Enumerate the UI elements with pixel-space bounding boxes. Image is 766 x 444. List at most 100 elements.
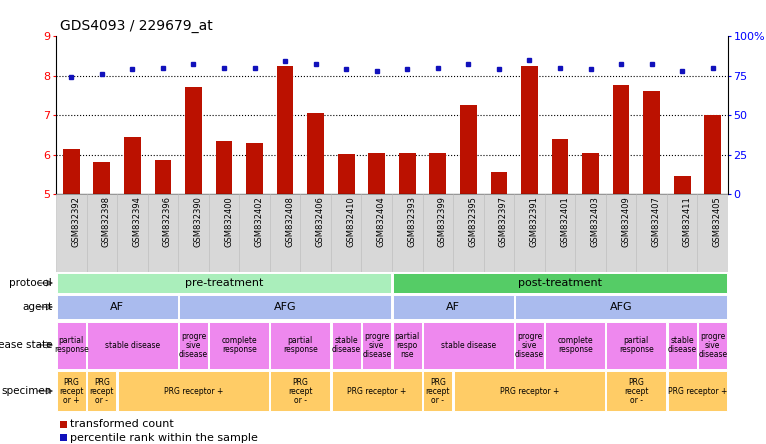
Text: GSM832400: GSM832400 (224, 196, 233, 247)
Bar (393, 295, 513, 319)
Bar (87, 371, 116, 411)
Bar (331, 194, 362, 272)
Text: GSM832405: GSM832405 (712, 196, 722, 247)
Text: AF: AF (446, 302, 460, 312)
Bar (208, 194, 239, 272)
Bar (209, 321, 269, 369)
Text: GSM832395: GSM832395 (468, 196, 477, 247)
Bar (362, 321, 391, 369)
Bar (93, 163, 110, 194)
Text: partial
response: partial response (619, 336, 653, 354)
Text: GSM832393: GSM832393 (408, 196, 416, 247)
Bar (460, 105, 476, 194)
Text: GSM832401: GSM832401 (560, 196, 569, 247)
Bar (338, 155, 355, 194)
Bar (423, 321, 513, 369)
Text: GSM832394: GSM832394 (133, 196, 142, 247)
Bar (704, 115, 721, 194)
Text: progre
sive
disease: progre sive disease (698, 332, 727, 358)
Bar (545, 321, 605, 369)
Text: PRG receptor +: PRG receptor + (347, 386, 407, 396)
Text: complete
response: complete response (558, 336, 593, 354)
Bar (483, 194, 514, 272)
Bar (582, 153, 599, 194)
Text: transformed count: transformed count (70, 419, 174, 429)
Bar (423, 371, 453, 411)
Text: progre
sive
disease: progre sive disease (179, 332, 208, 358)
Text: specimen: specimen (2, 386, 52, 396)
Bar (57, 371, 86, 411)
Bar (178, 321, 208, 369)
Text: PRG receptor +: PRG receptor + (668, 386, 727, 396)
Bar (545, 194, 575, 272)
Text: GSM832390: GSM832390 (194, 196, 202, 247)
Bar (698, 194, 728, 272)
Text: GSM832396: GSM832396 (163, 196, 172, 247)
Text: GSM832392: GSM832392 (71, 196, 80, 247)
Text: PRG
recept
or -: PRG recept or - (426, 377, 450, 404)
Bar (399, 153, 416, 194)
Text: PRG
recept
or -: PRG recept or - (90, 377, 114, 404)
Bar (239, 194, 270, 272)
Text: partial
respo
nse: partial respo nse (394, 332, 420, 358)
Text: partial
response: partial response (54, 336, 89, 354)
Text: GSM832397: GSM832397 (499, 196, 508, 247)
Text: GSM832407: GSM832407 (652, 196, 660, 247)
Bar (606, 194, 637, 272)
Bar (87, 194, 117, 272)
Text: protocol: protocol (9, 278, 52, 288)
Bar (368, 153, 385, 194)
Text: stable disease: stable disease (105, 341, 160, 349)
Bar (521, 66, 538, 194)
Bar (178, 295, 391, 319)
Text: GSM832406: GSM832406 (316, 196, 325, 247)
Text: GSM832410: GSM832410 (346, 196, 355, 247)
Text: PRG
recept
or -: PRG recept or - (624, 377, 649, 404)
Text: PRG
recept
or +: PRG recept or + (59, 377, 83, 404)
Text: PRG
recept
or -: PRG recept or - (288, 377, 313, 404)
Bar (393, 273, 728, 293)
Bar (667, 194, 698, 272)
Bar (392, 194, 423, 272)
Text: PRG receptor +: PRG receptor + (499, 386, 559, 396)
Bar (607, 321, 666, 369)
Text: percentile rank within the sample: percentile rank within the sample (70, 432, 258, 443)
Bar (423, 194, 453, 272)
Text: pre-treatment: pre-treatment (185, 278, 264, 288)
Bar (430, 153, 447, 194)
Bar (332, 321, 361, 369)
Bar (515, 295, 728, 319)
Bar (148, 194, 178, 272)
Bar (178, 194, 208, 272)
Text: progre
sive
disease: progre sive disease (515, 332, 544, 358)
Bar (575, 194, 606, 272)
Bar (60, 434, 67, 441)
Text: GSM832402: GSM832402 (254, 196, 264, 247)
Text: GSM832398: GSM832398 (102, 196, 111, 247)
Text: AF: AF (110, 302, 124, 312)
Bar (643, 91, 660, 194)
Bar (300, 194, 331, 272)
Text: GSM832411: GSM832411 (683, 196, 691, 247)
Text: stable disease: stable disease (440, 341, 496, 349)
Bar (270, 194, 300, 272)
Bar (60, 420, 67, 428)
Bar (332, 371, 422, 411)
Bar (667, 371, 728, 411)
Text: GSM832399: GSM832399 (438, 196, 447, 247)
Text: disease state: disease state (0, 340, 52, 350)
Bar (607, 371, 666, 411)
Bar (667, 321, 697, 369)
Bar (57, 273, 391, 293)
Text: agent: agent (22, 302, 52, 312)
Text: GSM832409: GSM832409 (621, 196, 630, 247)
Bar (362, 194, 392, 272)
Text: partial
response: partial response (283, 336, 318, 354)
Text: GDS4093 / 229679_at: GDS4093 / 229679_at (60, 19, 213, 33)
Bar (613, 85, 630, 194)
Bar (155, 160, 172, 194)
Bar (674, 176, 691, 194)
Bar (453, 194, 483, 272)
Bar (393, 321, 422, 369)
Bar (215, 141, 232, 194)
